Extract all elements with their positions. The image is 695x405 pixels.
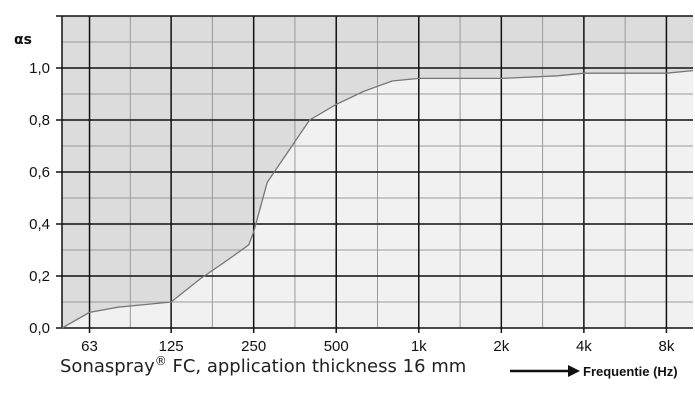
- grid: [56, 15, 693, 333]
- y-tick-label: 0,6: [29, 164, 50, 181]
- x-tick-label: 1k: [411, 338, 427, 355]
- trademark-symbol: ®: [154, 354, 167, 368]
- x-tick-label: 250: [241, 338, 266, 355]
- x-axis-ticks: 63 125 250 500 1k 2k 4k 8k: [81, 338, 675, 355]
- x-tick-label: 4k: [576, 338, 592, 355]
- absorption-curve: [61, 69, 694, 329]
- x-tick-label: 125: [159, 338, 184, 355]
- y-axis-ticks: 0,0 0,2 0,4 0,6 0,8 1,0: [29, 60, 50, 337]
- y-tick-label: 0,0: [29, 320, 50, 337]
- y-tick-label: 0,4: [29, 216, 50, 233]
- y-tick-label: 0,8: [29, 112, 50, 129]
- x-tick-label: 500: [324, 338, 349, 355]
- x-tick-label: 2k: [493, 338, 509, 355]
- arrow-icon: [568, 365, 580, 377]
- chart-caption: Sonaspray® FC, application thickness 16 …: [60, 354, 466, 377]
- caption-product: Sonaspray: [60, 356, 155, 377]
- y-tick-label: 0,2: [29, 268, 50, 285]
- x-axis-label-group: Frequentie (Hz): [510, 364, 678, 379]
- x-axis-label: Frequentie (Hz): [583, 364, 678, 379]
- x-tick-label: 63: [81, 338, 98, 355]
- y-tick-label: 1,0: [29, 60, 50, 77]
- caption-text: FC, application thickness 16 mm: [166, 356, 467, 377]
- y-axis-label: αs: [14, 32, 32, 48]
- x-tick-label: 8k: [659, 338, 675, 355]
- absorption-line: [61, 69, 694, 329]
